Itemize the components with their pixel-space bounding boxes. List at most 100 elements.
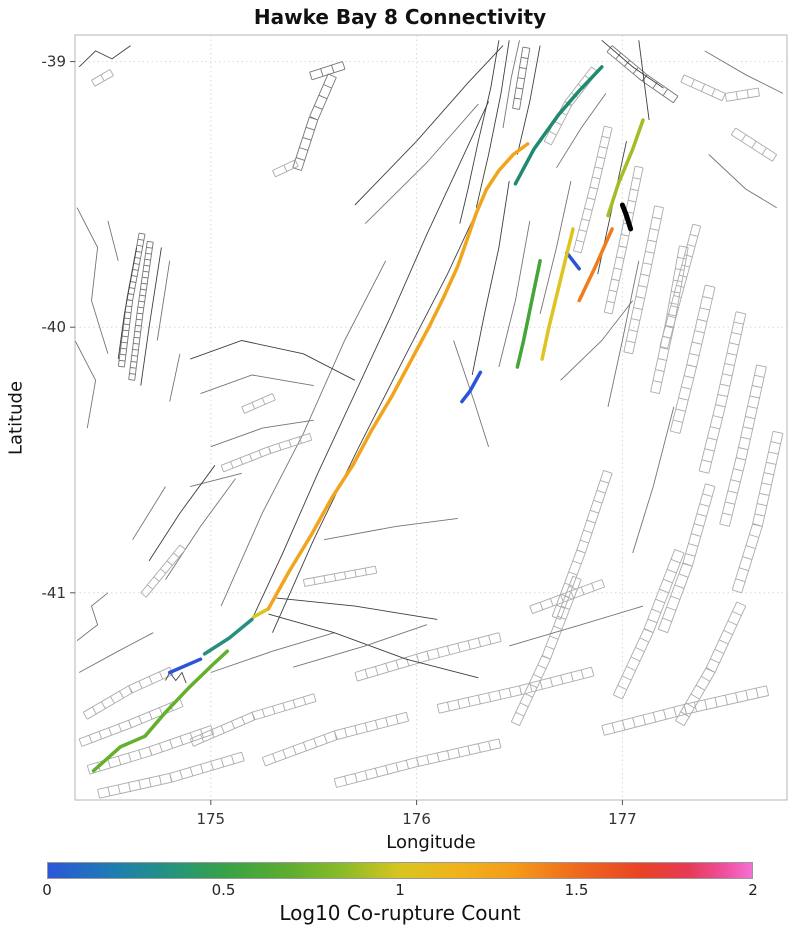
fault-trace <box>210 419 314 448</box>
fault-trace <box>91 69 114 87</box>
fault-trace <box>659 223 702 349</box>
fault-trace <box>268 613 479 679</box>
fault-trace <box>272 194 485 633</box>
fault-trace <box>601 685 770 736</box>
x-axis-label: Longitude <box>386 832 476 853</box>
fault-trace <box>251 101 490 620</box>
fault-trace <box>471 181 510 376</box>
fault-trace <box>276 597 438 620</box>
fault-trace <box>601 39 664 89</box>
plot-frame <box>74 34 788 801</box>
fault-trace <box>210 632 335 673</box>
colorbar-tick-label: 0 <box>42 881 52 899</box>
fault-trace <box>650 245 689 395</box>
fault-trace <box>516 45 541 155</box>
fault-trace <box>86 725 215 775</box>
rupture-trace <box>577 227 614 303</box>
colorbar-tick-label: 2 <box>748 881 758 899</box>
fault-trace <box>560 300 634 381</box>
fault-trace <box>292 624 428 668</box>
colorbar-tick-label: 1.5 <box>564 881 589 899</box>
fault-trace <box>510 575 582 727</box>
rupture-trace <box>91 649 230 773</box>
fault-trace <box>76 207 109 354</box>
chart-title: Hawke Bay 8 Connectivity <box>253 5 547 29</box>
rupture-trace <box>565 251 581 271</box>
fault-trace <box>453 340 490 447</box>
x-tick-label: 177 <box>608 810 637 828</box>
rupture-trace <box>460 370 483 404</box>
colorbar-ticks: 0 0.5 1 1.5 2 <box>42 879 758 900</box>
fault-trace <box>220 432 313 473</box>
fault-trace <box>354 632 502 682</box>
fault-trace <box>529 579 606 615</box>
fault-trace <box>459 40 500 224</box>
fault-trace <box>364 103 479 224</box>
fault-trace <box>272 159 299 178</box>
fault-trace <box>704 50 784 94</box>
fault-trace <box>156 260 171 341</box>
fault-trace <box>78 632 154 673</box>
fault-trace <box>623 205 664 355</box>
colorbar: 0 0.5 1 1.5 2 Log10 Co-rupture Count <box>42 862 758 925</box>
fault-trace <box>354 45 504 206</box>
fault-trace <box>132 486 166 540</box>
rupture-trace <box>252 607 271 619</box>
y-tick-label: -41 <box>42 584 67 602</box>
rupture-trace <box>515 259 542 369</box>
rupture-trace <box>202 617 254 656</box>
target-fault-trace <box>619 202 634 232</box>
fault-trace <box>669 284 716 434</box>
fault-trace <box>475 40 510 208</box>
fault-trace <box>603 165 644 315</box>
fault-trace <box>302 565 378 587</box>
fault-trace <box>78 45 131 68</box>
fault-trace <box>606 45 679 104</box>
fault-trace <box>698 311 747 474</box>
fault-trace <box>539 181 572 315</box>
rupture-trace <box>606 118 645 218</box>
fault-trace <box>200 374 314 395</box>
fault-trace <box>607 260 640 407</box>
fault-trace <box>556 93 607 169</box>
y-tick-label: -40 <box>42 318 67 336</box>
fault-trace <box>333 738 502 788</box>
y-axis-label: Latitude <box>5 380 27 456</box>
fault-trace <box>117 232 146 368</box>
fault-trace <box>261 711 410 767</box>
x-tick-label: 175 <box>196 810 225 828</box>
fault-trace <box>190 340 356 381</box>
fault-trace <box>292 73 337 171</box>
fault-trace <box>241 393 276 414</box>
fault-trace <box>82 666 174 720</box>
fault-trace <box>573 125 613 254</box>
fault-trace <box>169 353 181 402</box>
fault-trace <box>612 548 685 700</box>
fault-trace <box>436 666 595 714</box>
rupture-trace <box>266 142 530 611</box>
fault-trace <box>165 671 187 684</box>
fault-trace <box>657 483 716 634</box>
y-tick-label: -39 <box>42 53 67 71</box>
fault-trace <box>128 240 154 381</box>
fault-trace <box>190 472 242 488</box>
fault-trace <box>719 364 767 527</box>
colorbar-gradient <box>47 862 753 879</box>
fault-trace <box>220 260 387 607</box>
fault-trace <box>512 46 531 110</box>
fault-trace <box>78 698 184 747</box>
fault-trace <box>140 544 186 598</box>
colorbar-tick-label: 0.5 <box>211 881 236 899</box>
fault-trace <box>708 154 777 209</box>
fault-trace <box>731 430 784 594</box>
rupture-trace <box>540 227 575 361</box>
fault-trace <box>76 592 109 641</box>
fault-trace <box>140 247 162 386</box>
fault-trace <box>74 340 97 429</box>
fault-trace <box>323 517 458 541</box>
rupture-trace <box>167 657 203 675</box>
rupture-trace <box>513 65 604 186</box>
fault-trace <box>502 40 520 129</box>
fault-trace <box>107 220 119 261</box>
